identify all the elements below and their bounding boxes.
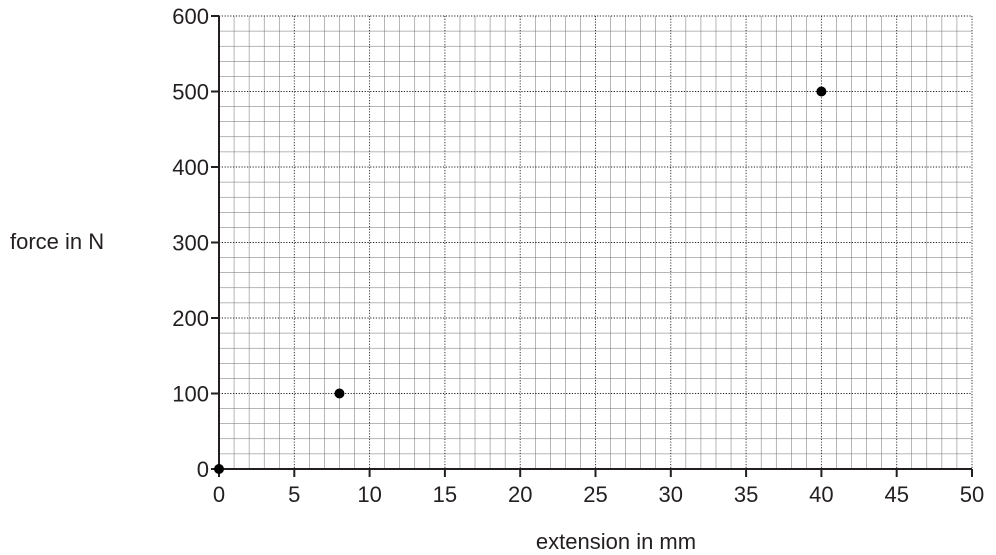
y-axis-title: force in N — [10, 229, 104, 254]
x-tick-label: 50 — [960, 482, 984, 507]
x-tick-label: 30 — [659, 482, 683, 507]
y-axis-ticks: 0 100 200 300 400 500 600 — [172, 4, 219, 482]
x-tick-label: 20 — [508, 482, 532, 507]
x-tick-label: 35 — [734, 482, 758, 507]
y-tick-label: 500 — [172, 80, 209, 105]
x-tick-label: 45 — [884, 482, 908, 507]
y-tick-label: 0 — [197, 457, 209, 482]
y-tick-label: 200 — [172, 306, 209, 331]
x-tick-label: 15 — [433, 482, 457, 507]
x-axis-ticks: 0 5 10 15 20 25 30 35 40 45 50 — [213, 469, 984, 507]
data-point — [816, 86, 827, 97]
y-tick-label: 100 — [172, 382, 209, 407]
x-tick-label: 5 — [288, 482, 300, 507]
data-point — [334, 388, 345, 399]
major-grid — [219, 15, 973, 469]
y-tick-label: 300 — [172, 231, 209, 256]
y-tick-label: 400 — [172, 155, 209, 180]
x-tick-label: 10 — [357, 482, 381, 507]
x-axis-title: extension in mm — [536, 529, 696, 554]
x-tick-label: 40 — [809, 482, 833, 507]
x-tick-label: 0 — [213, 482, 225, 507]
y-tick-label: 600 — [172, 4, 209, 29]
data-point — [214, 464, 224, 474]
x-tick-label: 25 — [583, 482, 607, 507]
data-points — [214, 86, 827, 474]
